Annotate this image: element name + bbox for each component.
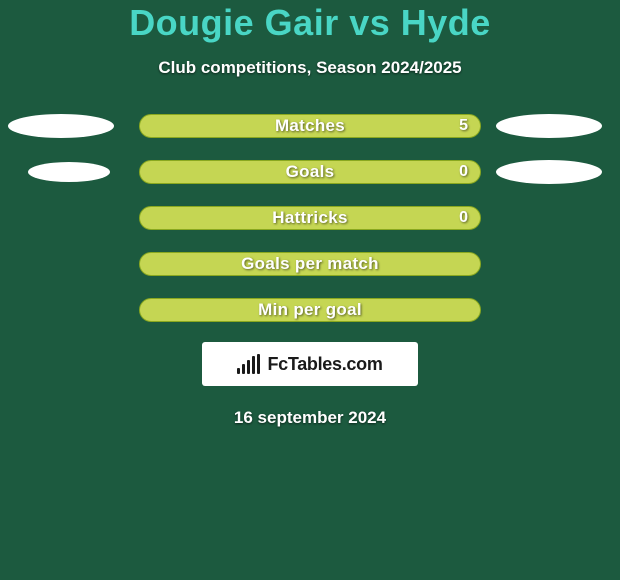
- page-title: Dougie Gair vs Hyde: [0, 2, 620, 44]
- stat-bar: Goals per match: [139, 252, 481, 276]
- right-ellipse: [496, 114, 602, 138]
- stat-bar: Min per goal: [139, 298, 481, 322]
- stat-value: 0: [459, 163, 468, 181]
- stat-row: Goals per match: [0, 252, 620, 276]
- left-ellipse: [28, 162, 110, 182]
- stat-row: Matches 5: [0, 114, 620, 138]
- stat-bar: Matches 5: [139, 114, 481, 138]
- logo-box: FcTables.com: [202, 342, 418, 386]
- stat-value: 5: [459, 117, 468, 135]
- date-label: 16 september 2024: [0, 408, 620, 428]
- stats-card: Dougie Gair vs Hyde Club competitions, S…: [0, 0, 620, 580]
- stat-bar: Goals 0: [139, 160, 481, 184]
- left-ellipse: [8, 114, 114, 138]
- bar-chart-icon: [237, 354, 261, 374]
- logo-text: FcTables.com: [267, 354, 382, 375]
- stat-label: Hattricks: [272, 208, 347, 228]
- stat-label: Matches: [275, 116, 345, 136]
- subtitle: Club competitions, Season 2024/2025: [0, 58, 620, 78]
- stat-row: Min per goal: [0, 298, 620, 322]
- stat-row: Hattricks 0: [0, 206, 620, 230]
- stat-bar: Hattricks 0: [139, 206, 481, 230]
- stat-rows: Matches 5 Goals 0 Hattricks 0 Goals per …: [0, 114, 620, 322]
- right-ellipse: [496, 160, 602, 184]
- stat-value: 0: [459, 209, 468, 227]
- stat-label: Min per goal: [258, 300, 362, 320]
- stat-label: Goals per match: [241, 254, 379, 274]
- stat-label: Goals: [286, 162, 335, 182]
- stat-row: Goals 0: [0, 160, 620, 184]
